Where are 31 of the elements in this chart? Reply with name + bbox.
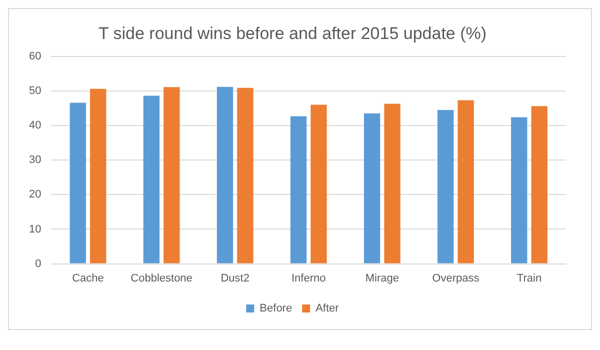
bar xyxy=(437,110,454,264)
bar xyxy=(290,116,307,264)
bar xyxy=(310,104,327,264)
x-tick-label: Inferno xyxy=(291,272,326,284)
y-tick-label: 60 xyxy=(28,50,42,62)
bar xyxy=(458,100,474,264)
bar xyxy=(70,102,86,264)
y-tick-label: 30 xyxy=(28,154,42,166)
bar xyxy=(364,113,380,264)
y-tick-label: 10 xyxy=(28,223,42,236)
bar xyxy=(216,86,234,264)
legend-label: Before xyxy=(260,302,292,315)
y-tick-label: 40 xyxy=(28,120,42,132)
legend-label: After xyxy=(316,302,340,315)
bar xyxy=(511,117,528,264)
bar xyxy=(237,88,254,264)
x-tick-label: Dust2 xyxy=(220,272,250,284)
x-tick-label: Cache xyxy=(72,272,104,284)
x-tick-label: Mirage xyxy=(365,272,399,284)
x-tick-label: Overpass xyxy=(432,272,480,284)
bar xyxy=(143,96,160,264)
bar xyxy=(531,106,548,264)
x-tick-label: Cobblestone xyxy=(130,272,192,284)
x-tick-label: Train xyxy=(516,272,542,284)
bar xyxy=(384,104,400,264)
y-tick-label: 0 xyxy=(35,258,42,270)
bar xyxy=(164,87,180,264)
y-tick-label: 50 xyxy=(28,85,42,97)
chart-title: T side round wins before and after 2015 update (%) xyxy=(98,24,487,43)
y-tick-label: 20 xyxy=(28,188,42,201)
bar xyxy=(90,88,106,264)
